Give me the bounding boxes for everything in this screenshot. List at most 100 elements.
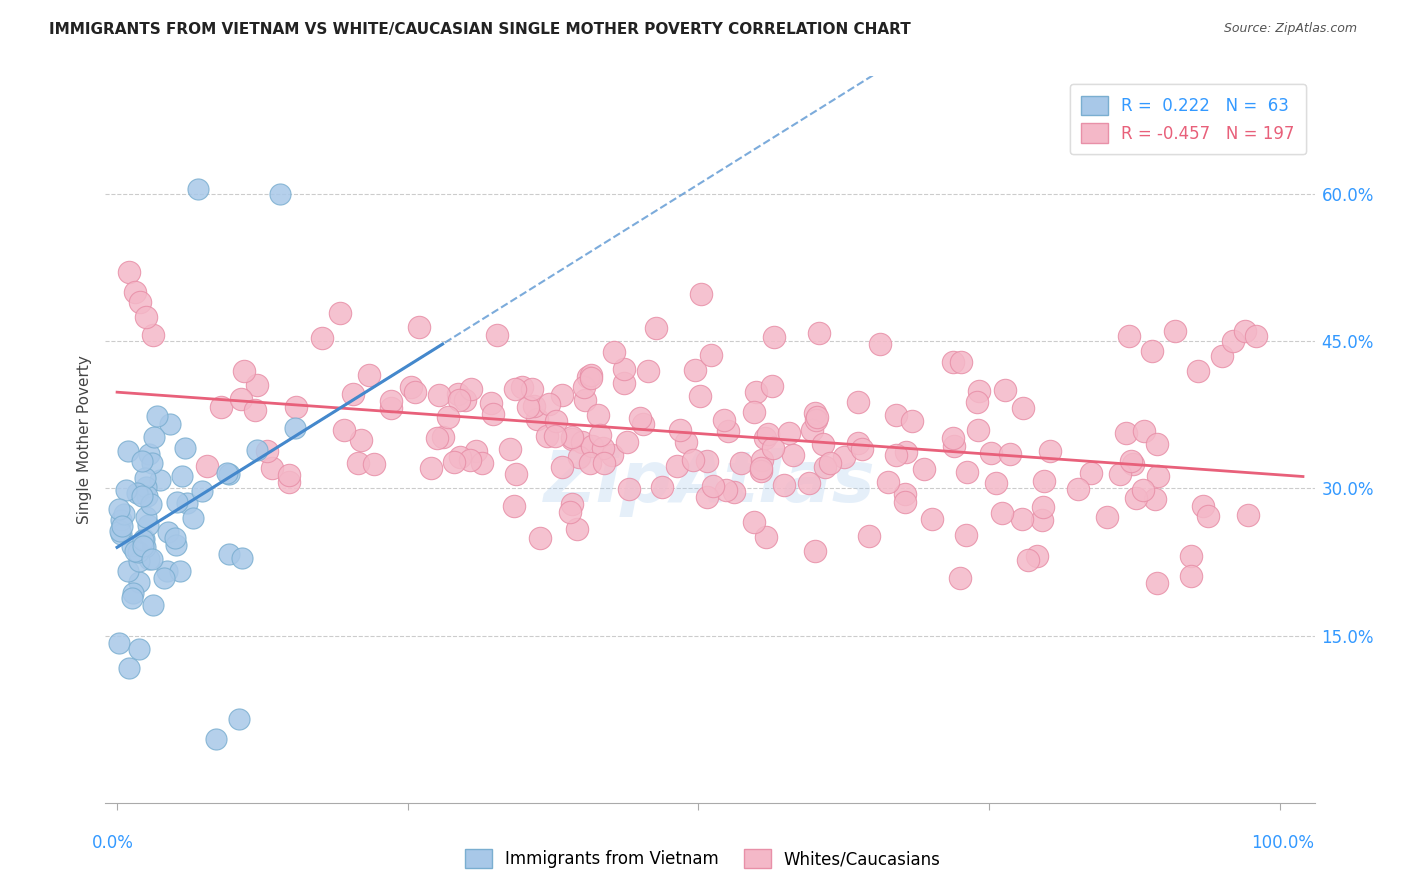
Point — [617, 483, 640, 497]
Point — [447, 386, 470, 401]
Point — [742, 405, 765, 419]
Point — [523, 399, 546, 413]
Point — [499, 442, 522, 457]
Point — [969, 384, 991, 399]
Point — [912, 462, 935, 476]
Point — [536, 429, 558, 443]
Point — [1017, 553, 1039, 567]
Point — [165, 538, 187, 552]
Point — [128, 554, 150, 568]
Point — [245, 403, 267, 417]
Point — [529, 531, 551, 545]
Point — [278, 475, 301, 490]
Point — [404, 384, 426, 399]
Point — [696, 490, 718, 504]
Point — [131, 533, 153, 547]
Point — [551, 460, 574, 475]
Point — [229, 392, 252, 406]
Point — [176, 495, 198, 509]
Point — [132, 539, 155, 553]
Point — [869, 336, 891, 351]
Point — [112, 507, 135, 521]
Point — [572, 380, 595, 394]
Point — [149, 473, 172, 487]
Point — [135, 310, 157, 324]
Point — [538, 396, 561, 410]
Text: 0.0%: 0.0% — [91, 834, 134, 852]
Point — [110, 519, 132, 533]
Point — [122, 586, 145, 600]
Point — [134, 471, 156, 485]
Point — [804, 544, 827, 558]
Point — [581, 371, 603, 385]
Point — [479, 396, 502, 410]
Point — [163, 531, 186, 545]
Point — [820, 457, 842, 471]
Point — [846, 436, 869, 450]
Point — [1115, 425, 1137, 440]
Point — [1011, 512, 1033, 526]
Point — [702, 479, 724, 493]
Point — [744, 515, 766, 529]
Point — [1132, 483, 1154, 498]
Point — [454, 393, 477, 408]
Point — [408, 319, 430, 334]
Point — [799, 476, 821, 491]
Point — [159, 417, 181, 431]
Point — [943, 439, 966, 453]
Point — [118, 660, 141, 674]
Point — [143, 430, 166, 444]
Point — [893, 495, 915, 509]
Point — [228, 712, 250, 726]
Point — [921, 512, 943, 526]
Point — [187, 182, 209, 196]
Point — [190, 483, 212, 498]
Point — [117, 443, 139, 458]
Point — [901, 414, 924, 428]
Point — [544, 414, 567, 428]
Point — [806, 410, 828, 425]
Point — [1033, 474, 1056, 488]
Point — [127, 544, 149, 558]
Point — [522, 382, 544, 396]
Point — [1164, 324, 1187, 338]
Point — [135, 480, 157, 494]
Point — [269, 186, 291, 201]
Point — [426, 431, 449, 445]
Point — [465, 443, 488, 458]
Point — [471, 456, 494, 470]
Point — [311, 331, 333, 345]
Point — [138, 518, 160, 533]
Point — [153, 571, 176, 585]
Point — [814, 459, 837, 474]
Point — [1180, 549, 1202, 563]
Point — [846, 395, 869, 409]
Legend: R =  0.222   N =  63, R = -0.457   N = 197: R = 0.222 N = 63, R = -0.457 N = 197 — [1070, 84, 1306, 154]
Point — [804, 413, 827, 427]
Point — [773, 477, 796, 491]
Point — [231, 551, 253, 566]
Point — [357, 368, 380, 382]
Point — [544, 429, 567, 443]
Point — [436, 409, 458, 424]
Y-axis label: Single Mother Poverty: Single Mother Poverty — [77, 355, 93, 524]
Point — [1121, 453, 1143, 467]
Point — [195, 458, 218, 473]
Point — [460, 453, 482, 467]
Point — [246, 378, 269, 392]
Point — [170, 469, 193, 483]
Point — [745, 384, 768, 399]
Point — [169, 564, 191, 578]
Point — [592, 456, 614, 470]
Point — [851, 442, 873, 457]
Point — [782, 448, 804, 462]
Point — [138, 447, 160, 461]
Point — [503, 382, 526, 396]
Point — [132, 532, 155, 546]
Point — [124, 285, 146, 299]
Point — [700, 349, 723, 363]
Point — [804, 406, 827, 420]
Point — [145, 409, 167, 423]
Point — [427, 388, 450, 402]
Point — [127, 486, 149, 500]
